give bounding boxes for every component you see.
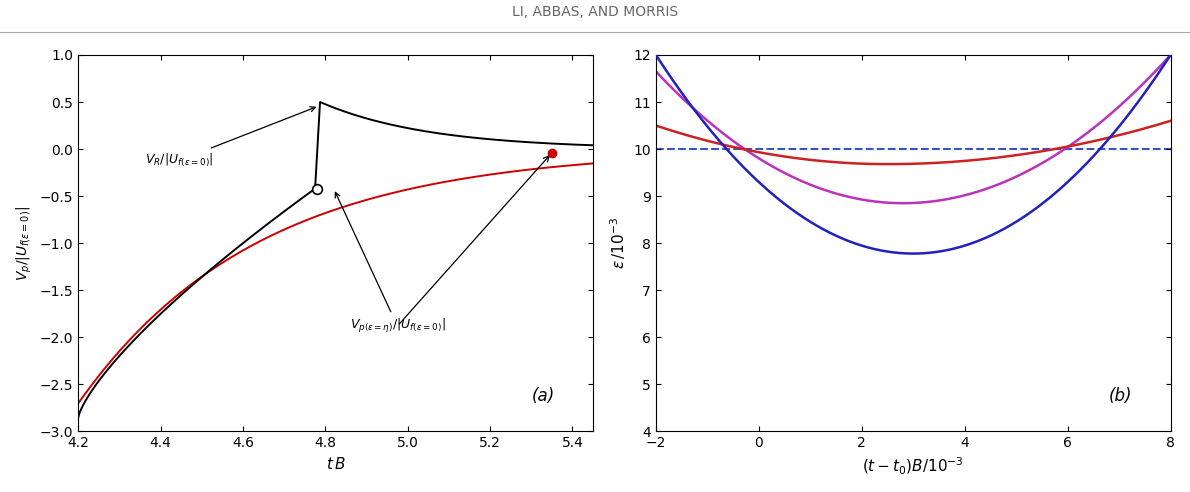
Text: (a): (a) <box>531 387 555 405</box>
X-axis label: $t\,B$: $t\,B$ <box>326 456 345 472</box>
Text: LI, ABBAS, AND MORRIS: LI, ABBAS, AND MORRIS <box>512 5 678 19</box>
Y-axis label: $V_p/|U_{f(\epsilon=0)}|$: $V_p/|U_{f(\epsilon=0)}|$ <box>15 206 35 281</box>
Text: $V_{p(\epsilon=\eta)}/|U_{f(\epsilon=0)}|$: $V_{p(\epsilon=\eta)}/|U_{f(\epsilon=0)}… <box>336 192 445 335</box>
Text: (b): (b) <box>1109 387 1133 405</box>
Text: $V_R/|U_{f(\epsilon=0)}|$: $V_R/|U_{f(\epsilon=0)}|$ <box>145 107 315 169</box>
Y-axis label: $\varepsilon\,/10^{-3}$: $\varepsilon\,/10^{-3}$ <box>608 217 627 269</box>
X-axis label: $(t-t_0)B/10^{-3}$: $(t-t_0)B/10^{-3}$ <box>863 456 964 477</box>
